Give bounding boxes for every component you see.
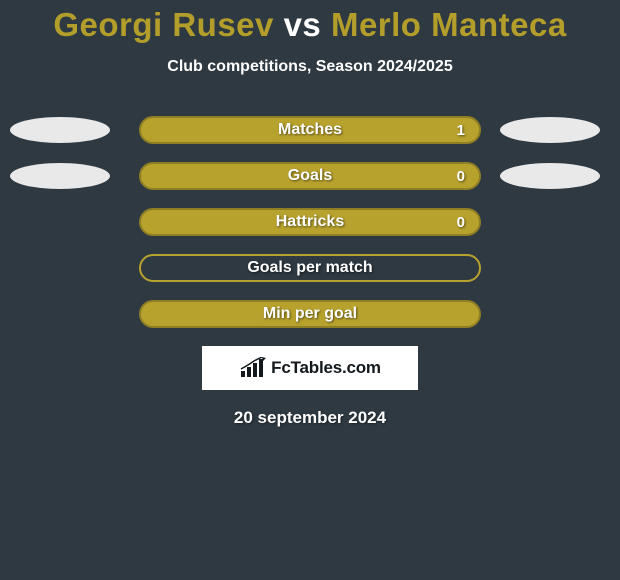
bar-label-goals: Goals xyxy=(288,167,332,185)
subtitle: Club competitions, Season 2024/2025 xyxy=(0,58,620,76)
bar-matches: Matches 1 xyxy=(139,116,481,144)
chart-row-hattricks: Hattricks 0 xyxy=(0,208,620,236)
comparison-chart: Matches 1 Goals 0 Hattricks 0 Goals per … xyxy=(0,116,620,328)
chart-row-matches: Matches 1 xyxy=(0,116,620,144)
bar-value-matches: 1 xyxy=(457,122,465,139)
left-marker-goals xyxy=(10,163,110,189)
logo-text: FcTables.com xyxy=(271,358,381,378)
left-marker-matches xyxy=(10,117,110,143)
player1-name: Georgi Rusev xyxy=(53,6,274,43)
page-title: Georgi Rusev vs Merlo Manteca xyxy=(0,0,620,44)
chart-row-goals: Goals 0 xyxy=(0,162,620,190)
bar-hattricks: Hattricks 0 xyxy=(139,208,481,236)
logo-box: FcTables.com xyxy=(202,346,418,390)
bar-mpg: Min per goal xyxy=(139,300,481,328)
right-marker-goals xyxy=(500,163,600,189)
chart-icon xyxy=(239,357,267,379)
vs-text: vs xyxy=(284,6,322,43)
right-marker-matches xyxy=(500,117,600,143)
bar-gpm: Goals per match xyxy=(139,254,481,282)
bar-label-matches: Matches xyxy=(278,121,342,139)
bar-goals: Goals 0 xyxy=(139,162,481,190)
date-text: 20 september 2024 xyxy=(0,408,620,428)
chart-row-mpg: Min per goal xyxy=(0,300,620,328)
chart-row-gpm: Goals per match xyxy=(0,254,620,282)
bar-value-goals: 0 xyxy=(457,168,465,185)
bar-label-hattricks: Hattricks xyxy=(276,213,344,231)
bar-label-mpg: Min per goal xyxy=(263,305,357,323)
player2-name: Merlo Manteca xyxy=(331,6,567,43)
bar-value-hattricks: 0 xyxy=(457,214,465,231)
bar-label-gpm: Goals per match xyxy=(247,259,372,277)
